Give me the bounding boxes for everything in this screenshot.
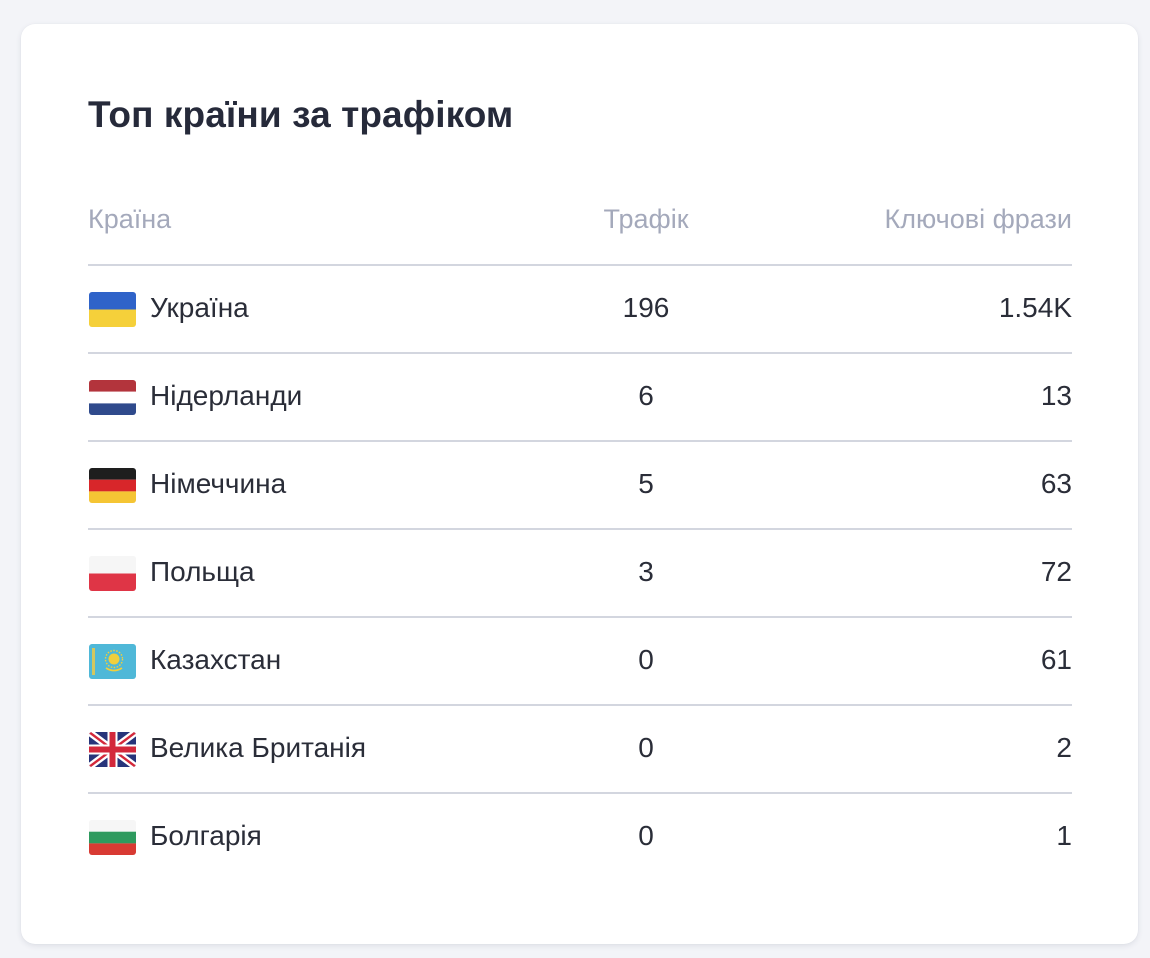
header-phrases[interactable]: Ключові фрази xyxy=(884,204,1072,234)
country-name: Велика Британія xyxy=(150,732,367,763)
traffic-value: 196 xyxy=(622,292,670,323)
phrases-value: 61 xyxy=(1040,644,1072,675)
traffic-value: 0 xyxy=(638,732,654,763)
countries-table: Країна Трафік Ключові фрази Україна 196 … xyxy=(88,194,1072,882)
country-name: Казахстан xyxy=(150,644,282,675)
table-header: Країна Трафік Ключові фрази xyxy=(88,194,1072,266)
phrases-value: 2 xyxy=(1056,732,1072,763)
country-name: Німеччина xyxy=(150,468,287,499)
kazakhstan-flag-icon xyxy=(89,644,136,679)
table-row[interactable]: Польща 3 72 xyxy=(88,530,1072,618)
table-row[interactable]: Нідерланди 6 13 xyxy=(88,354,1072,442)
traffic-value: 3 xyxy=(638,556,654,587)
phrases-value: 13 xyxy=(1040,380,1072,411)
table-row[interactable]: Казахстан 0 61 xyxy=(88,618,1072,706)
table-row[interactable]: Німеччина 5 63 xyxy=(88,442,1072,530)
table-row[interactable]: Велика Британія 0 2 xyxy=(88,706,1072,794)
card-title: Топ країни за трафіком xyxy=(88,94,514,135)
phrases-value: 1.54K xyxy=(998,292,1072,323)
traffic-value: 6 xyxy=(638,380,654,411)
phrases-value: 72 xyxy=(1040,556,1072,587)
header-country[interactable]: Країна xyxy=(88,204,172,234)
phrases-value: 63 xyxy=(1040,468,1072,499)
traffic-value: 0 xyxy=(638,644,654,675)
table-row[interactable]: Україна 196 1.54K xyxy=(88,266,1072,354)
uk-flag-icon xyxy=(89,732,136,767)
country-name: Болгарія xyxy=(150,820,262,851)
ukraine-flag-icon xyxy=(89,292,136,327)
phrases-value: 1 xyxy=(1056,820,1072,851)
table-row[interactable]: Болгарія 0 1 xyxy=(88,794,1072,882)
country-name: Нідерланди xyxy=(150,380,303,411)
country-name: Польща xyxy=(150,556,255,587)
germany-flag-icon xyxy=(89,468,136,503)
country-name: Україна xyxy=(150,292,249,323)
top-countries-card: Топ країни за трафіком Країна Трафік Клю… xyxy=(21,24,1138,944)
bulgaria-flag-icon xyxy=(89,820,136,855)
traffic-value: 5 xyxy=(638,468,654,499)
poland-flag-icon xyxy=(89,556,136,591)
netherlands-flag-icon xyxy=(89,380,136,415)
header-traffic[interactable]: Трафік xyxy=(603,204,689,234)
traffic-value: 0 xyxy=(638,820,654,851)
